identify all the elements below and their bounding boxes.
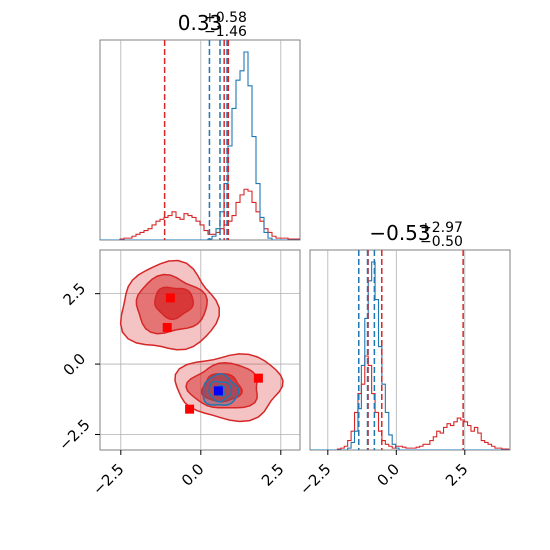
marker-red-square — [162, 322, 172, 332]
histogram-series-group — [310, 250, 510, 450]
title-param1-main: 0.33 — [178, 11, 223, 35]
marker-red-square — [165, 293, 175, 303]
marker-blue-square — [213, 386, 223, 396]
contour-blue — [212, 384, 227, 397]
title-param1-sub: −1.46 — [204, 24, 247, 40]
contour-blue — [208, 380, 233, 403]
y-tick-label: 2.5 — [60, 279, 90, 309]
marker-red-square — [185, 404, 195, 414]
x-tick-label: 0.0 — [374, 460, 404, 490]
title-param1: 0.33 — [178, 11, 223, 35]
title-param1-sup: +0.58 — [204, 10, 247, 26]
histogram-series-group — [100, 40, 300, 240]
x-tick-label: −2.5 — [296, 460, 334, 498]
y-tick-label: −2.5 — [55, 416, 93, 454]
x-tick-label: 2.5 — [442, 460, 472, 490]
x-tick-label: 2.5 — [258, 460, 288, 490]
title-param2-main: −0.53 — [369, 221, 430, 245]
histogram-blue-series — [100, 51, 300, 240]
histogram-blue-series — [310, 261, 510, 450]
contour-red-inner — [154, 286, 194, 321]
contour-series-group — [119, 259, 284, 423]
marker-red-square — [253, 373, 263, 383]
title-param2-sup: +2.97 — [420, 220, 463, 236]
y-tick-label: 0.0 — [60, 350, 90, 380]
x-tick-label: −2.5 — [89, 460, 127, 498]
histogram-panel-param1 — [99, 39, 301, 241]
title-param2: −0.53 — [369, 221, 430, 245]
panel-frame — [99, 249, 301, 451]
histogram-red-series — [100, 188, 300, 240]
contour-panel-2d: −2.5 0.0 2.5 −2.5 0.0 2.5 — [55, 249, 301, 499]
x-tick-label: 0.0 — [178, 460, 208, 490]
histogram-red-series — [310, 355, 510, 450]
panel-frame — [309, 249, 511, 451]
histogram-panel-param2: −2.5 0.0 2.5 — [296, 249, 511, 499]
panel-frame — [99, 39, 301, 241]
title-param2-sub: −0.50 — [420, 234, 463, 250]
